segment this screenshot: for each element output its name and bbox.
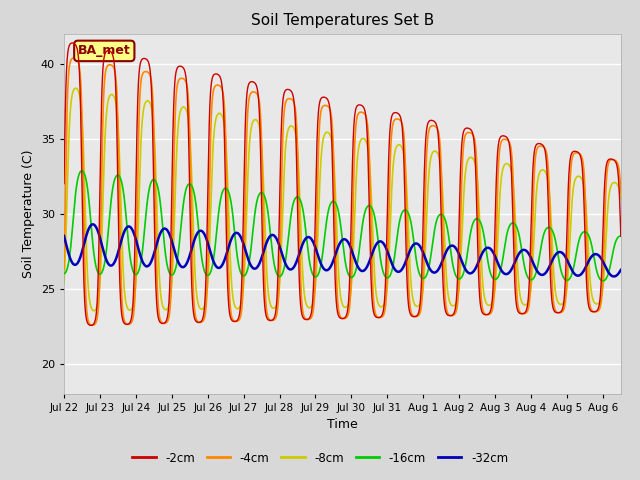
X-axis label: Time: Time xyxy=(327,418,358,431)
Title: Soil Temperatures Set B: Soil Temperatures Set B xyxy=(251,13,434,28)
Text: BA_met: BA_met xyxy=(78,44,131,58)
Y-axis label: Soil Temperature (C): Soil Temperature (C) xyxy=(22,149,35,278)
Legend: -2cm, -4cm, -8cm, -16cm, -32cm: -2cm, -4cm, -8cm, -16cm, -32cm xyxy=(127,447,513,469)
